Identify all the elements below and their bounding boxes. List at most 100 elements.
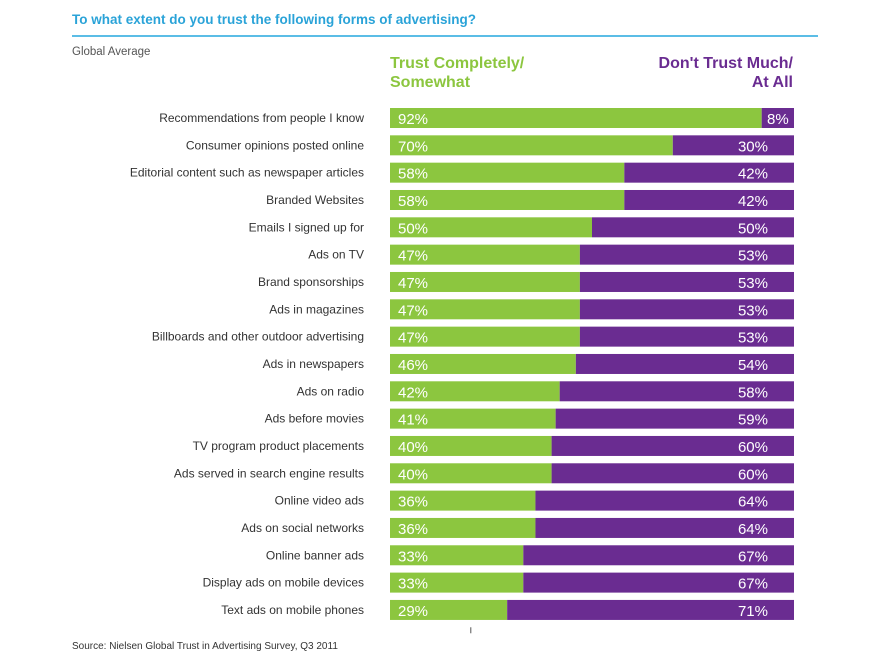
bar-distrust (523, 545, 794, 566)
value-label-distrust: 53% (738, 248, 768, 265)
bar-trust (390, 463, 552, 484)
value-label-trust: 70% (398, 138, 428, 155)
bar-trust (390, 271, 580, 292)
value-label-trust: 40% (398, 439, 428, 456)
value-label-trust: 58% (398, 166, 428, 183)
bar-trust (390, 490, 536, 511)
value-label-trust: 58% (398, 193, 428, 210)
value-label-distrust: 71% (738, 603, 768, 620)
category-label: Ads on TV (308, 248, 364, 262)
bar-distrust (523, 572, 794, 593)
bar-trust (390, 408, 556, 429)
value-label-trust: 33% (398, 548, 428, 565)
bar-distrust (579, 271, 794, 292)
chart-title: To what extent do you trust the followin… (72, 12, 477, 27)
bar-distrust (507, 599, 794, 620)
value-label-distrust: 8% (767, 111, 789, 128)
bar-trust (390, 572, 524, 593)
legend-distrust-line1: Don't Trust Much/ (658, 55, 793, 72)
bar-distrust (579, 326, 794, 347)
category-label: Billboards and other outdoor advertising (152, 330, 364, 344)
value-label-trust: 46% (398, 357, 428, 374)
bar-trust (390, 435, 552, 456)
bar-distrust (592, 217, 794, 238)
value-label-distrust: 67% (738, 548, 768, 565)
bar-distrust (575, 353, 794, 374)
category-label: Online banner ads (266, 548, 364, 562)
bar-trust (390, 108, 762, 128)
value-label-distrust: 58% (738, 384, 768, 401)
value-label-distrust: 64% (738, 494, 768, 511)
value-label-trust: 47% (398, 248, 428, 265)
legend-trust-line1: Trust Completely/ (390, 55, 525, 72)
legend-distrust: Don't Trust Much/ At All (659, 54, 793, 92)
stacked-bar-chart: Recommendations from people I know 92% 8% C… (130, 108, 794, 634)
category-label: Text ads on mobile phones (221, 603, 364, 617)
category-label: Consumer opinions posted online (186, 138, 364, 152)
title-divider (72, 35, 818, 37)
value-label-trust: 50% (398, 220, 428, 237)
value-label-trust: 33% (398, 576, 428, 593)
bar-trust (390, 189, 625, 210)
category-label: Editorial content such as newspaper arti… (130, 166, 364, 180)
value-label-trust: 36% (398, 521, 428, 538)
bar-distrust (551, 463, 794, 484)
bar-trust (390, 217, 592, 238)
bar-trust (390, 326, 580, 347)
value-label-distrust: 60% (738, 439, 768, 456)
bar-trust (390, 353, 576, 374)
legend-distrust-line2: At All (751, 74, 793, 91)
value-label-distrust: 60% (738, 466, 768, 483)
category-label: Ads served in search engine results (174, 466, 364, 480)
value-label-trust: 47% (398, 330, 428, 347)
bar-distrust (672, 135, 794, 156)
value-label-trust: 42% (398, 384, 428, 401)
bar-distrust (551, 435, 794, 456)
bar-distrust (579, 244, 794, 265)
legend-trust: Trust Completely/ Somewhat (390, 54, 524, 92)
category-label: Brand sponsorships (258, 275, 364, 289)
legend-trust-line2: Somewhat (390, 74, 471, 91)
bar-distrust (579, 299, 794, 320)
bar-distrust (535, 490, 794, 511)
category-label: Branded Websites (266, 193, 364, 207)
chart-subtitle: Global Average (72, 46, 151, 58)
value-label-trust: 47% (398, 302, 428, 319)
value-label-distrust: 64% (738, 521, 768, 538)
value-label-trust: 40% (398, 466, 428, 483)
value-label-distrust: 42% (738, 193, 768, 210)
category-label: Ads before movies (265, 412, 364, 426)
value-label-distrust: 30% (738, 138, 768, 155)
bar-trust (390, 599, 508, 620)
bar-distrust (761, 108, 794, 128)
bar-distrust (559, 381, 794, 402)
bar-trust (390, 299, 580, 320)
value-label-distrust: 54% (738, 357, 768, 374)
value-label-distrust: 53% (738, 275, 768, 292)
category-label: Recommendations from people I know (159, 111, 364, 125)
category-label: Ads in magazines (269, 302, 364, 316)
value-label-trust: 47% (398, 275, 428, 292)
category-label: TV program product placements (193, 439, 364, 453)
bar-trust (390, 545, 524, 566)
category-label: Emails I signed up for (249, 220, 364, 234)
bar-trust (390, 517, 536, 538)
value-label-trust: 36% (398, 494, 428, 511)
category-label: Ads on radio (297, 384, 365, 398)
category-label: Display ads on mobile devices (203, 576, 364, 590)
value-label-distrust: 42% (738, 166, 768, 183)
value-label-distrust: 59% (738, 412, 768, 429)
value-label-trust: 29% (398, 603, 428, 620)
category-label: Online video ads (275, 494, 364, 508)
bar-trust (390, 244, 580, 265)
bar-trust (390, 135, 673, 156)
value-label-distrust: 50% (738, 220, 768, 237)
category-label: Ads in newspapers (263, 357, 364, 371)
bar-distrust (624, 189, 794, 210)
value-label-trust: 41% (398, 412, 428, 429)
bar-distrust (624, 162, 794, 183)
category-label: Ads on social networks (241, 521, 364, 535)
bar-trust (390, 381, 560, 402)
bar-distrust (555, 408, 794, 429)
value-label-distrust: 53% (738, 302, 768, 319)
